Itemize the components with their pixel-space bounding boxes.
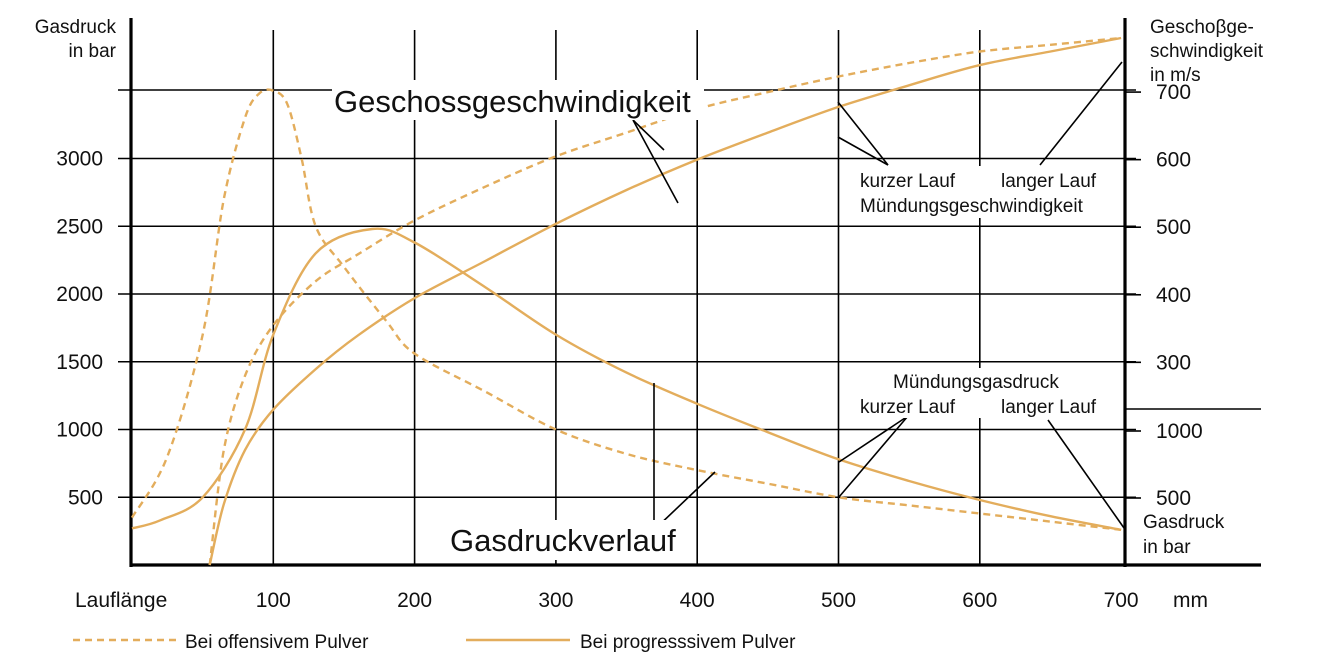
legend-label-solid: Bei progresssivem Pulver bbox=[580, 632, 796, 653]
right-pressure-title-line1: Gasdruck bbox=[1143, 512, 1225, 533]
vel-label-bg bbox=[856, 166, 1114, 218]
leader-vel-long bbox=[1039, 61, 1123, 166]
pressure-title: Gasdruckverlauf bbox=[450, 523, 676, 558]
series-pressure-dashed bbox=[130, 88, 1122, 531]
series-velocity-dashed bbox=[208, 36, 1122, 566]
velocity-title: Geschossgeschwindigkeit bbox=[334, 84, 691, 119]
y-left-tick-label: 1500 bbox=[56, 351, 103, 374]
leader-velocity-solid bbox=[632, 119, 679, 204]
right-axis-title-line1: Geschoβge- bbox=[1150, 17, 1254, 38]
gas-short-label: kurzer Lauf bbox=[860, 397, 956, 418]
legend-label-dashed: Bei offensivem Pulver bbox=[185, 632, 369, 653]
x-tick-label: 400 bbox=[680, 589, 715, 612]
y-left-tick-label: 500 bbox=[68, 486, 103, 509]
right-axis-title-line3: in m/s bbox=[1150, 65, 1201, 86]
gas-muzzle-label: Mündungsgasdruck bbox=[893, 372, 1059, 393]
x-tick-label: 100 bbox=[256, 589, 291, 612]
curves bbox=[130, 36, 1122, 566]
y-right-pressure-tick-label: 1000 bbox=[1156, 420, 1203, 443]
pressure-title-bg bbox=[448, 520, 691, 560]
y-right-tick-label: 600 bbox=[1156, 149, 1191, 172]
y-left-tick-label: 1000 bbox=[56, 419, 103, 442]
leader-vel-short-a bbox=[837, 101, 889, 166]
left-axis-title-line1: Gasdruck bbox=[35, 17, 117, 38]
x-tick-label: 700 bbox=[1104, 589, 1139, 612]
legend: Bei offensivem Pulver Bei progresssivem … bbox=[73, 632, 796, 653]
x-tick-label: 500 bbox=[821, 589, 856, 612]
y-right-tick-label: 400 bbox=[1156, 284, 1191, 307]
leader-gas-short-b bbox=[838, 415, 909, 498]
right-axis-title-line2: schwindigkeit bbox=[1150, 41, 1264, 62]
y-right-tick-label: 500 bbox=[1156, 216, 1191, 239]
leader-gas-long bbox=[1047, 419, 1125, 529]
right-pressure-title-line2: in bar bbox=[1143, 537, 1191, 558]
tick-labels: 500 1000 1500 2000 2500 3000 100 200 300 400 500 60… bbox=[56, 81, 1202, 612]
leader-gas-short-a bbox=[838, 415, 909, 463]
vel-short-label: kurzer Lauf bbox=[860, 171, 956, 192]
vel-muzzle-label: Mündungsgeschwindigkeit bbox=[860, 196, 1084, 217]
x-axis-title: Lauflänge bbox=[75, 589, 167, 612]
series-pressure-solid bbox=[131, 227, 1122, 531]
gas-long-label: langer Lauf bbox=[1001, 397, 1097, 418]
x-tick-label: 600 bbox=[962, 589, 997, 612]
gas-label-bg bbox=[856, 368, 1114, 418]
y-left-tick-label: 2500 bbox=[56, 215, 103, 238]
y-right-tick-label: 300 bbox=[1156, 351, 1191, 374]
velocity-title-bg bbox=[332, 80, 704, 120]
x-tick-label: 300 bbox=[538, 589, 573, 612]
axes bbox=[129, 18, 1261, 567]
y-right-tick-label: 700 bbox=[1156, 81, 1191, 104]
x-tick-label: 200 bbox=[397, 589, 432, 612]
annotation-leaders bbox=[632, 61, 1125, 531]
y-right-pressure-tick-label: 500 bbox=[1156, 487, 1191, 510]
series-velocity-solid bbox=[208, 36, 1122, 566]
x-axis-unit: mm bbox=[1173, 589, 1208, 612]
leader-velocity-dashed bbox=[632, 119, 665, 151]
y-left-tick-label: 3000 bbox=[56, 148, 103, 171]
left-axis-title-line2: in bar bbox=[68, 41, 116, 62]
y-left-tick-label: 2000 bbox=[56, 283, 103, 306]
vel-long-label: langer Lauf bbox=[1001, 171, 1097, 192]
leader-vel-short-b bbox=[837, 136, 889, 166]
